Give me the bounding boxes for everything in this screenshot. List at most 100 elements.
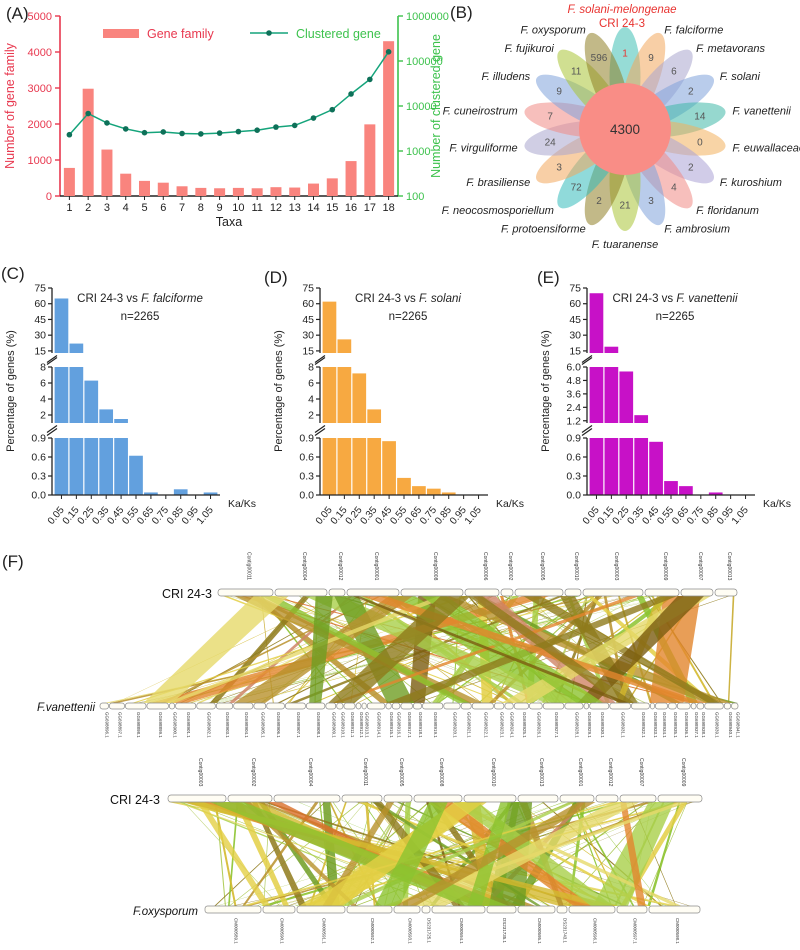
y-tick-label: 8 (308, 362, 314, 374)
right-tick-label: 1000 (406, 146, 430, 158)
gene-family-bar (120, 173, 132, 196)
species-label: F. ambrosium (664, 224, 730, 236)
y-tick-label: 0.3 (299, 471, 314, 483)
subject-scaffold-label: GG698927.1 (554, 712, 559, 738)
subject-scaffold-block (513, 702, 529, 710)
y-tick-label: 1.2 (566, 415, 581, 427)
query-contig-block (328, 588, 346, 597)
histogram-bar (589, 438, 604, 495)
axis-break-mark (46, 425, 58, 433)
y-tick-label: 0.0 (299, 490, 314, 502)
clustered-gene-marker (160, 129, 167, 135)
subject-scaffold-label: GG698904.1 (244, 712, 249, 738)
query-genome-label: CRI 24-3 (110, 793, 160, 807)
histogram-bar (412, 486, 426, 495)
query-contig-block (400, 588, 464, 597)
panel-letter-d: (D) (264, 268, 288, 287)
subject-scaffold-label: CM000590.1 (280, 918, 285, 944)
subject-scaffold-label: GG698906.1 (276, 712, 281, 738)
gene-family-bar (63, 167, 75, 196)
query-contig-block (217, 588, 274, 597)
subject-scaffold-label: GG698938.1 (701, 712, 706, 738)
species-label: F. floridanum (696, 205, 759, 217)
left-tick-label: 5000 (28, 11, 52, 23)
gene-family-bar (326, 178, 338, 196)
histogram-bar (649, 441, 663, 495)
query-contig-label: Contig00011 (246, 552, 252, 580)
subject-scaffold-label: GG698896.1 (105, 712, 110, 738)
subject-scaffold-label: GG698915.1 (389, 712, 394, 738)
gene-family-bar (101, 149, 113, 196)
synteny-ribbon (360, 596, 707, 703)
clustered-gene-marker (179, 130, 185, 137)
subject-scaffold-block (655, 702, 668, 710)
synteny-ribbon (235, 802, 290, 906)
query-contig-block (227, 794, 273, 803)
x-axis-title: Ka/Ks (228, 498, 256, 510)
histogram-bar (352, 373, 367, 423)
query-contig-block (464, 588, 500, 597)
subject-scaffold-block (391, 702, 401, 710)
left-tick-label: 3000 (28, 83, 52, 95)
subject-scaffold-label: GG698929.1 (587, 712, 592, 738)
subject-scaffold-label: CM000589.1 (234, 918, 239, 944)
y-tick-label: 45 (569, 314, 581, 326)
right-tick-label: 100 (406, 191, 424, 203)
synteny-ribbon (309, 596, 333, 703)
query-contig-block (514, 588, 564, 597)
subject-scaffold-block (589, 702, 610, 710)
species-label: F. illudens (481, 71, 530, 83)
subject-scaffold-block (146, 702, 169, 710)
synteny-plot-Foxysporum: Contig00003 Contig00002 Contig00004 Contig0… (110, 758, 703, 944)
subject-scaffold-block (266, 702, 285, 710)
subject-scaffold-block (175, 702, 197, 710)
subject-scaffold-block (494, 702, 505, 710)
synteny-ribbon (395, 802, 596, 906)
subject-scaffold-label: CM000598.1 (675, 918, 680, 944)
subject-scaffold-block (400, 702, 413, 710)
subject-scaffold-block (233, 702, 254, 710)
x-tick-label: 7 (179, 202, 185, 214)
subject-scaffold-block (609, 702, 631, 710)
synteny-ribbon (328, 596, 471, 703)
x-tick-label: 4 (123, 202, 129, 214)
subject-scaffold-label: GG698903.1 (225, 712, 230, 738)
clustered-gene-marker (291, 122, 298, 129)
query-contig-label: Contig00001 (373, 552, 379, 581)
subject-scaffold-block (346, 905, 393, 914)
left-tick-label: 2000 (28, 119, 52, 131)
x-tick-label: 12 (270, 202, 282, 214)
subject-scaffold-block (631, 702, 650, 710)
histogram-bar (144, 492, 158, 495)
subject-scaffold-label: CM000596.1 (593, 918, 598, 944)
query-contig-block (559, 794, 595, 803)
subject-scaffold-label: GG698926.1 (536, 712, 541, 738)
histogram-bar (173, 489, 188, 495)
x-tick-label: 18 (382, 202, 394, 214)
y-axis-title: Percentage of genes (%) (273, 330, 285, 452)
y-tick-label: 0.6 (299, 452, 314, 464)
subject-scaffold-label: CM000591.1 (322, 918, 327, 944)
x-tick-label: 3 (104, 202, 110, 214)
synteny-ribbon (165, 596, 451, 703)
panel-letter-a: (A) (6, 4, 29, 23)
subject-scaffold-block (343, 702, 356, 710)
synteny-ribbon (240, 802, 619, 906)
histogram-bar (441, 492, 456, 495)
clustered-gene-marker (254, 127, 260, 133)
y-tick-label: 60 (302, 298, 314, 310)
subject-scaffold-block (125, 702, 147, 710)
histogram-bar (54, 298, 69, 353)
query-contig-block (413, 794, 463, 803)
histogram-bar (708, 492, 723, 495)
subject-scaffold-label: GG698921.1 (467, 712, 472, 738)
query-contig-label: Contig00002 (507, 552, 513, 581)
subject-scaffold-label: GG698913.1 (365, 712, 370, 738)
query-contig-label: Contig00013 (726, 552, 732, 581)
y-tick-label: 30 (569, 330, 581, 342)
histogram-bar (69, 343, 84, 353)
histogram-bar (322, 438, 337, 495)
y-tick-label: 75 (569, 283, 581, 295)
core-orthogroup-count: 4300 (610, 122, 640, 137)
subject-scaffold-block (215, 702, 234, 710)
